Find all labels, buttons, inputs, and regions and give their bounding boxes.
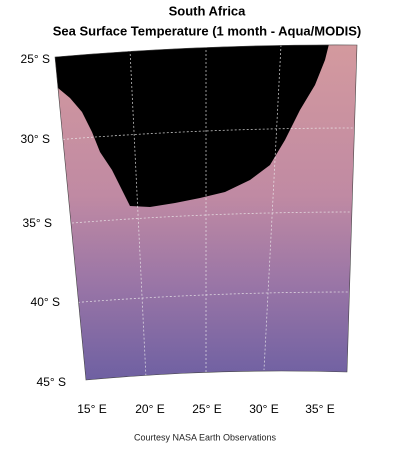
lon-label: 15° E (77, 402, 106, 416)
subtitle: Sea Surface Temperature (1 month - Aqua/… (53, 23, 361, 38)
lon-label: 30° E (249, 402, 278, 416)
title: South Africa (169, 3, 247, 18)
map-area (55, 44, 357, 380)
lon-label: 20° E (135, 402, 164, 416)
map-frame (54, 44, 358, 381)
credit: Courtesy NASA Earth Observations (134, 432, 277, 442)
lat-labels: 25° S 30° S 35° S 40° S 45° S (21, 52, 66, 389)
lat-label: 40° S (31, 295, 60, 309)
land (55, 44, 330, 207)
lon-labels: 15° E 20° E 25° E 30° E 35° E (77, 402, 334, 416)
lat-label: 45° S (37, 375, 66, 389)
lat-label: 25° S (21, 52, 50, 66)
lat-label: 30° S (21, 132, 50, 146)
lon-label: 25° E (192, 402, 221, 416)
lon-label: 35° E (305, 402, 334, 416)
lat-label: 35° S (23, 216, 52, 230)
